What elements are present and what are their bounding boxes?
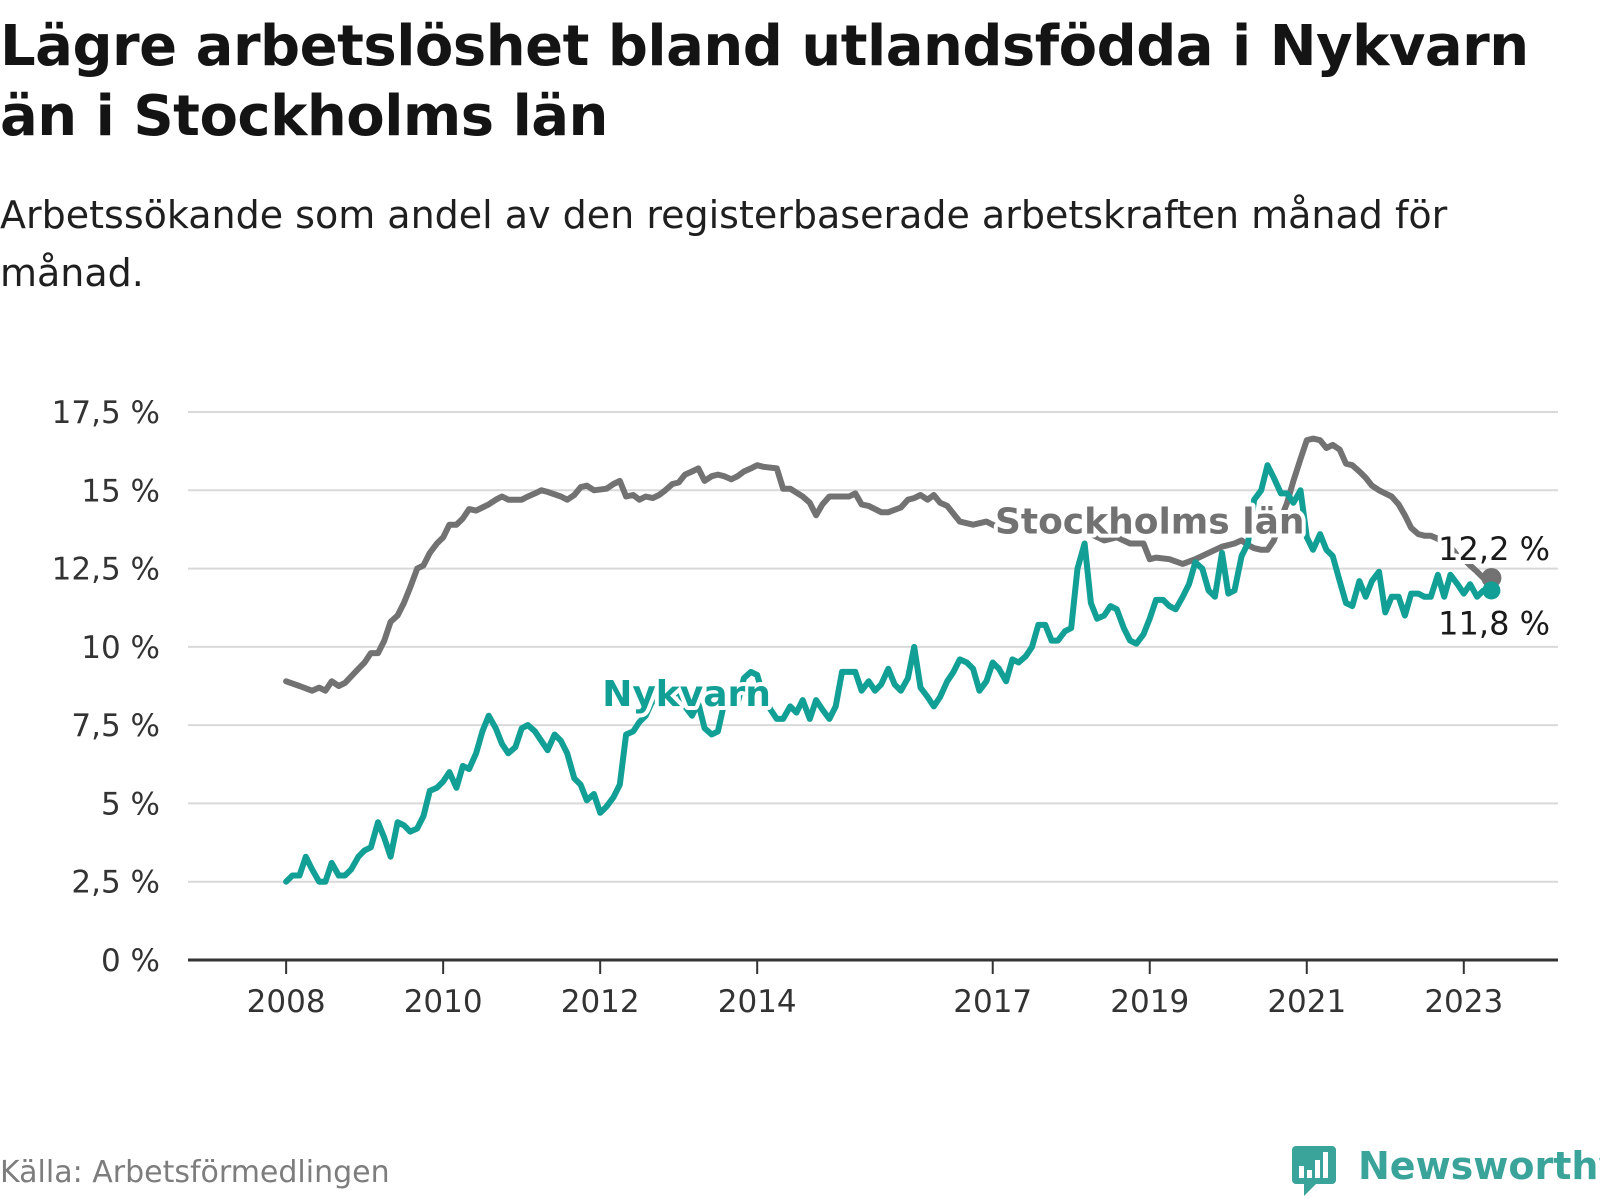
y-tick-label: 17,5 % [52,395,160,431]
stockholm-series-label: Stockholms län [995,502,1305,543]
series-labels: Stockholms län Nykvarn 12,2 % 11,8 % [598,498,1554,719]
x-tick-label: 2010 [404,984,483,1020]
chart-title: Lägre arbetslöshet bland utlandsfödda i … [0,14,1529,149]
y-tick-label: 10 % [81,630,160,666]
x-tick-label: 2017 [953,984,1032,1020]
chart-subtitle: Arbetssökande som andel av den registerb… [0,193,1448,295]
y-tick-label: 7,5 % [71,708,160,744]
newsworthy-logo-icon [1292,1146,1336,1196]
nykvarn-series-label: Nykvarn [602,674,771,715]
brand-name: Newsworthy [1358,1144,1600,1188]
stockholm-end-label: 12,2 % [1438,530,1550,568]
x-tick-label: 2008 [247,984,326,1020]
y-tick-label: 5 % [101,786,160,822]
brand-logo: Newsworthy [1290,1142,1600,1198]
stockholm-line [283,435,1487,694]
nykvarn-end-label: 11,8 % [1438,604,1550,642]
y-tick-label: 12,5 % [52,552,160,588]
x-tick-label: 2019 [1110,984,1189,1020]
y-tick-label: 2,5 % [71,865,160,901]
x-tick-label: 2021 [1267,984,1346,1020]
y-axis-labels: 0 % 2,5 % 5 % 7,5 % 10 % 12,5 % 15 % 17,5 % [52,395,160,979]
x-axis: 2008 2010 2012 2014 2017 2019 2021 2023 [188,958,1558,1020]
x-tick-label: 2012 [561,984,640,1020]
y-tick-label: 0 % [101,943,160,979]
x-tick-label: 2014 [718,984,797,1020]
stockholm-end-dot [1481,567,1502,588]
source-note: Källa: Arbetsförmedlingen [0,1155,390,1190]
nykvarn-line [283,462,1487,885]
x-tick-label: 2023 [1424,984,1503,1020]
series-lines [283,435,1502,885]
y-tick-label: 15 % [81,473,160,509]
gridlines [188,411,1558,883]
nykvarn-end-dot [1482,581,1501,600]
